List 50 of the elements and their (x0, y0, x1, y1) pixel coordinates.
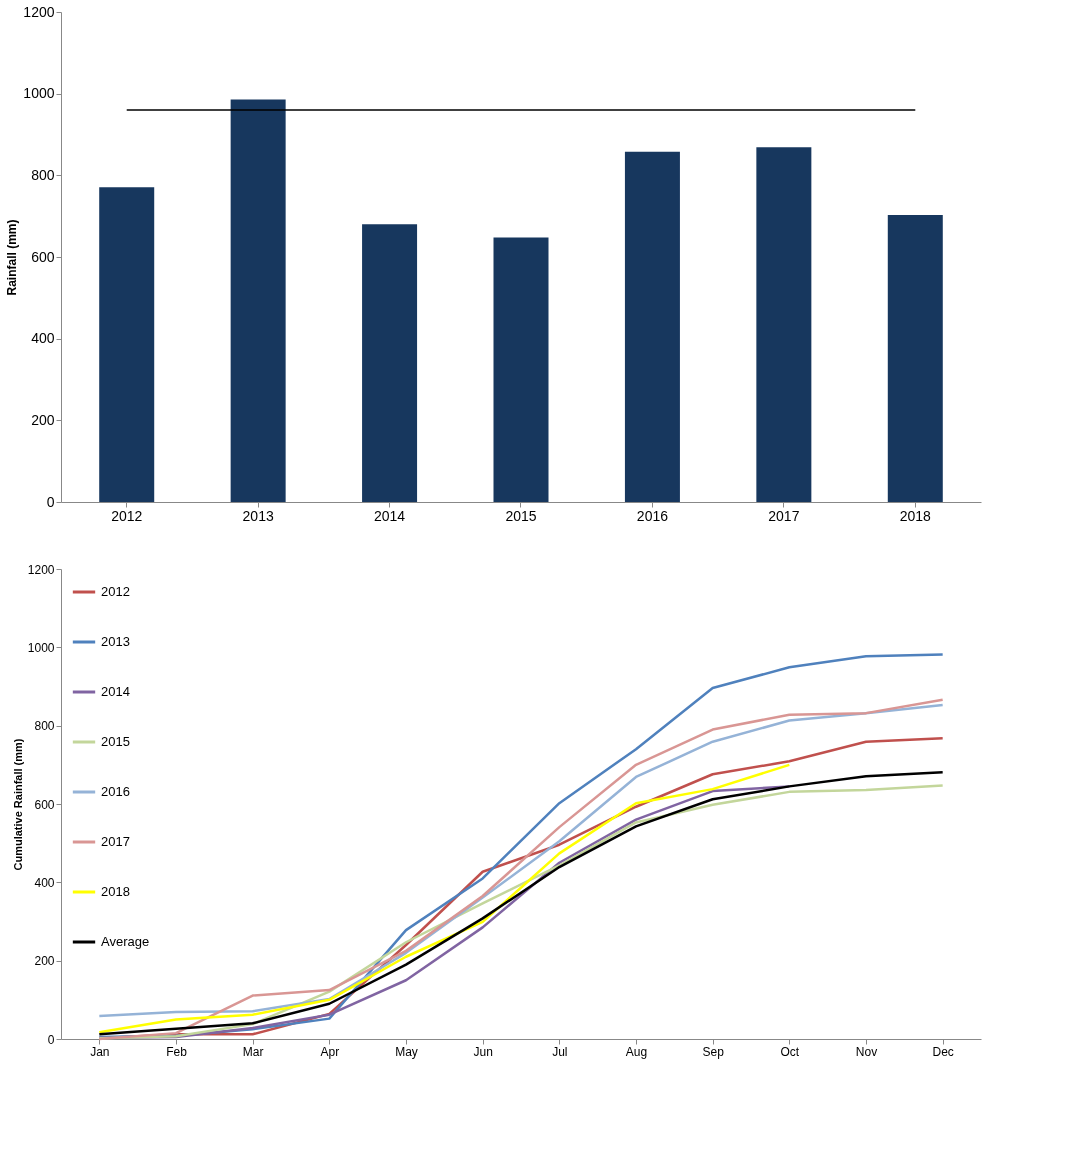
y-tick-label: 400 (34, 875, 55, 890)
x-tick-label: May (395, 1044, 418, 1059)
x-tick-label: 2012 (111, 507, 143, 524)
y-tick-label: 0 (47, 1032, 55, 1047)
x-tick-label: Dec (932, 1044, 954, 1059)
x-tick-label: Sep (702, 1044, 725, 1059)
y-tick-label: 1000 (27, 640, 55, 655)
x-tick-label: Aug (625, 1044, 648, 1059)
legend-label: Average (101, 934, 150, 949)
x-tick-label: 2018 (899, 507, 932, 524)
y-tick-label: 800 (31, 166, 55, 183)
y-tick-label: 1200 (23, 3, 55, 20)
y-tick-label: 200 (31, 411, 55, 428)
x-tick-label: Jan (90, 1044, 110, 1059)
x-tick-label: Oct (780, 1044, 800, 1059)
y-tick-label: 800 (34, 719, 55, 734)
legend-label: 2015 (101, 734, 130, 749)
x-tick-label: 2016 (636, 507, 669, 524)
x-tick-label: Apr (320, 1044, 340, 1059)
legend-label: 2017 (101, 834, 130, 849)
y-axis-title: Rainfall (mm) (5, 219, 20, 296)
bar (493, 237, 549, 502)
bar (230, 99, 286, 502)
x-tick-label: Jul (552, 1044, 568, 1059)
bar (756, 147, 812, 502)
bar (887, 214, 943, 502)
y-tick-label: 1200 (27, 562, 55, 577)
x-tick-label: Feb (166, 1044, 188, 1059)
bar (99, 187, 155, 502)
x-tick-label: Mar (242, 1044, 264, 1059)
x-tick-label: Jun (473, 1044, 493, 1059)
y-tick-label: 1000 (23, 85, 55, 102)
y-tick-label: 600 (31, 248, 55, 265)
y-tick-label: 400 (31, 330, 55, 347)
x-tick-label: 2015 (505, 507, 537, 524)
legend-label: 2014 (101, 684, 130, 699)
x-tick-label: 2013 (242, 507, 274, 524)
legend-label: 2018 (101, 884, 130, 899)
y-tick-label: 0 (46, 493, 55, 510)
legend-label: 2012 (101, 584, 130, 599)
x-tick-label: Nov (855, 1044, 878, 1059)
y-axis-title: Cumulative Rainfall (mm) (11, 738, 24, 871)
x-tick-label: 2014 (373, 507, 406, 524)
bar (362, 224, 418, 502)
bar (624, 151, 680, 502)
legend-label: 2013 (101, 634, 130, 649)
y-tick-label: 200 (34, 954, 55, 969)
x-tick-label: 2017 (768, 507, 800, 524)
y-tick-label: 600 (34, 797, 55, 812)
legend-label: 2016 (101, 784, 130, 799)
